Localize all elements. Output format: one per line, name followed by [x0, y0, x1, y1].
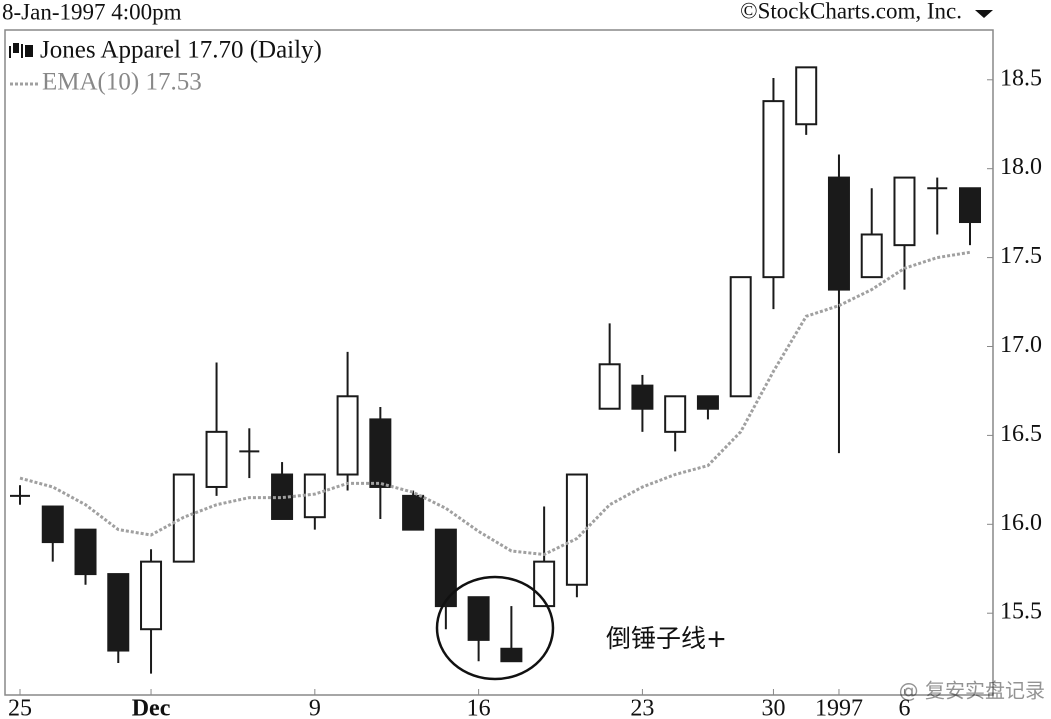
x-tick-label: 9: [309, 696, 321, 719]
candle-body: [598, 363, 621, 410]
candle-body: [959, 187, 981, 224]
ema-line: [19, 250, 971, 557]
x-tick-label: 6: [898, 696, 910, 719]
x-tick-label: 23: [630, 696, 654, 719]
menu-arrow[interactable]: [975, 10, 993, 18]
candle-body: [205, 430, 228, 488]
y-tick-label: 15.5: [1000, 599, 1042, 625]
candle-body: [41, 505, 64, 544]
candle-body: [500, 647, 523, 663]
candle-body: [336, 395, 359, 476]
candle-body: [140, 560, 163, 631]
copyright: ©StockCharts.com, Inc.: [740, 0, 962, 23]
y-tick-label: 16.5: [1000, 421, 1042, 447]
legend-label: EMA(10) 17.53: [42, 69, 202, 96]
legend: Jones Apparel 17.70 (Daily) EMA(10) 17.5…: [9, 37, 322, 96]
plot-frame: [4, 29, 994, 696]
highlight-circle: [435, 575, 555, 681]
candle-body: [402, 494, 425, 531]
y-tick-label: 18.0: [1000, 154, 1042, 180]
candle-body: [664, 395, 687, 433]
annotation: 倒锤子线+: [606, 624, 727, 653]
y-tick-label: 17.0: [1000, 332, 1042, 358]
candle-body: [369, 418, 392, 488]
candle-body: [74, 528, 97, 576]
candle-body: [860, 233, 883, 279]
candle-body: [107, 573, 130, 652]
x-tick-label: 30: [761, 696, 785, 719]
x-tick-label: 16: [467, 696, 491, 719]
candle-body: [827, 176, 850, 291]
candle-body: [467, 596, 490, 641]
watermark: @ 复安实盘记录: [899, 679, 1045, 703]
candle-body: [631, 384, 654, 410]
x-tick-label: 1997: [815, 696, 863, 719]
candle-body: [271, 473, 294, 520]
y-tick-label: 16.0: [1000, 510, 1042, 536]
x-tick-label: Dec: [132, 696, 171, 719]
legend-label: Jones Apparel 17.70 (Daily): [40, 37, 322, 64]
candle-body: [795, 66, 818, 126]
y-tick-label: 17.5: [1000, 243, 1042, 269]
candle-body: [565, 473, 588, 586]
date-label: 8-Jan-1997 4:00pm: [2, 0, 182, 24]
legend-candle-icon: [9, 43, 33, 58]
y-tick-label: 18.5: [1000, 65, 1042, 91]
candle-body: [762, 100, 785, 279]
plot-layer: 15.5 16.0 16.5 17.0 17.5 18.0 18.5 25 Dec 9 16 23 30…: [8, 65, 1042, 719]
candle-body: [303, 473, 326, 519]
x-tick-label: 25: [8, 696, 32, 719]
candle-body: [893, 176, 916, 247]
candle-body: [434, 528, 457, 608]
candle-body: [729, 276, 752, 398]
candle-body: [696, 395, 719, 410]
